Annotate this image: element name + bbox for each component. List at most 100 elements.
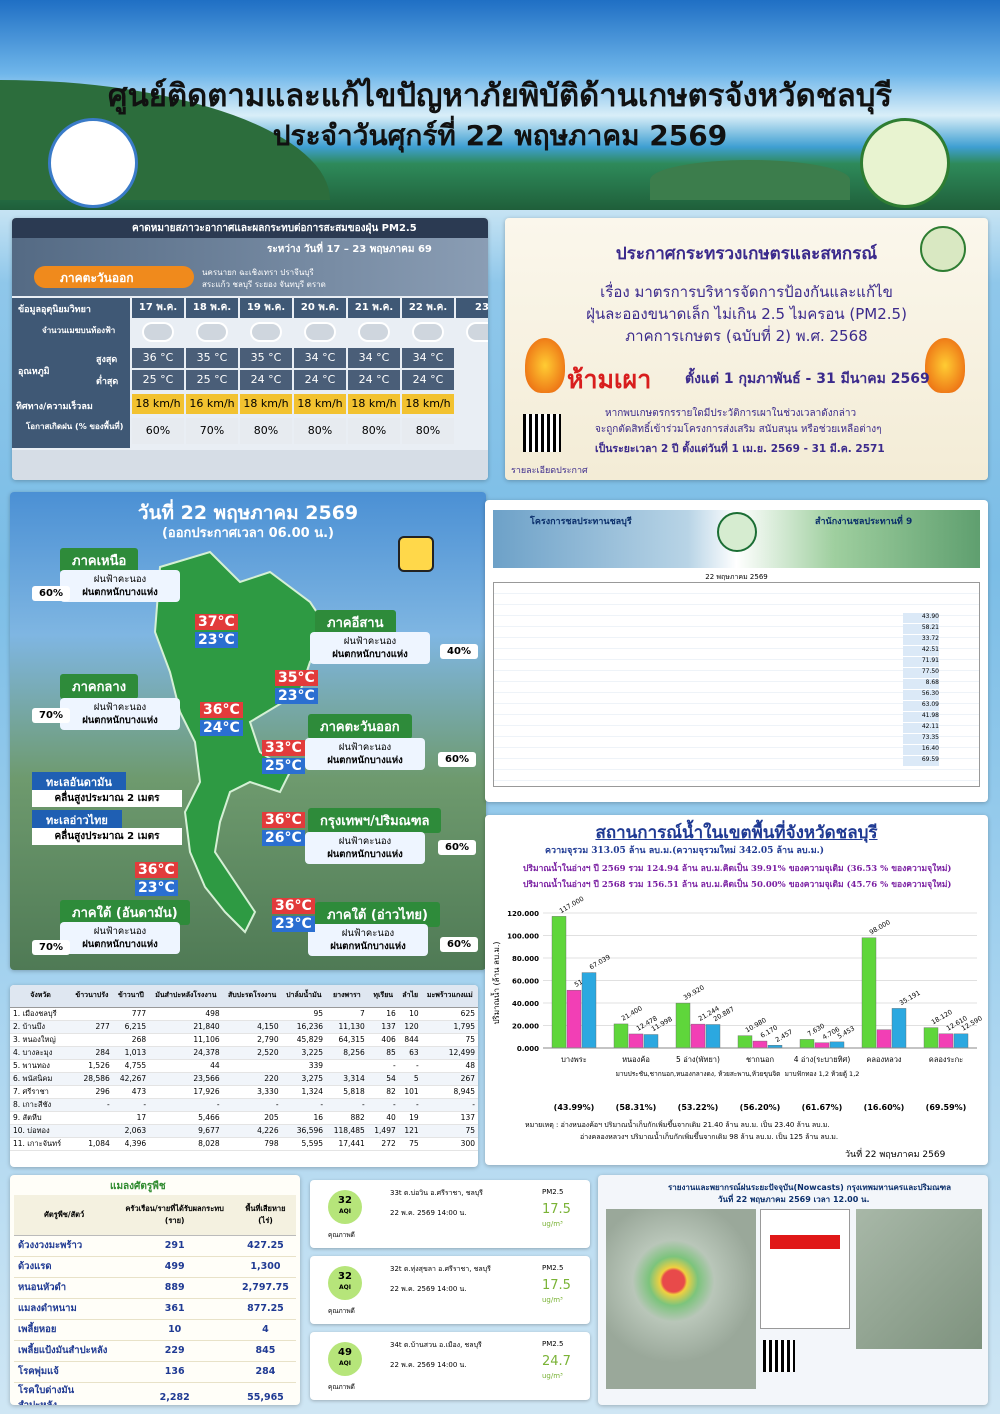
pest-cell: 877.25 xyxy=(234,1298,296,1320)
percent-label: (69.59%) xyxy=(926,1103,967,1112)
percent-label: (58.31%) xyxy=(616,1103,657,1112)
cloud-icon xyxy=(144,324,172,340)
crop-cell: 4. บางละมุง xyxy=(10,1046,72,1060)
air-quality: คุณภาพดี xyxy=(328,1383,355,1391)
min-temp: 25 °C xyxy=(186,370,238,390)
cloud-icon xyxy=(252,324,280,340)
crop-cell: 7. ศรีราชา xyxy=(10,1085,72,1099)
water-line: ปริมาณน้ำในอ่างฯ ปี 2569 รวม 124.94 ล้าน… xyxy=(523,864,952,874)
min-temp: 23°C xyxy=(195,632,238,648)
day-header: 23 xyxy=(456,298,488,318)
pest-row: แมลงดำหนาม 361 877.25 xyxy=(14,1298,296,1320)
crop-cell: 277 xyxy=(71,1020,113,1034)
x-sublabel: มาบประชัน,ชากนอก,หนองกลางดง, ห้วยสะพาน,ห… xyxy=(616,1070,781,1078)
crop-cell: 4,755 xyxy=(112,1059,150,1073)
wind: 18 km/h xyxy=(348,394,400,414)
crop-cell: 8,256 xyxy=(326,1046,368,1060)
crop-cell: 42,267 xyxy=(112,1072,150,1086)
crop-cell: 3,275 xyxy=(281,1072,327,1086)
ban-period: ตั้งแต่ 1 กุมภาพันธ์ - 31 มีนาคม 2569 xyxy=(685,371,930,387)
percent-cell: 8.68 xyxy=(903,679,939,689)
crop-cell: - xyxy=(281,1098,327,1112)
crop-cell: - xyxy=(367,1059,399,1073)
pm-value: 24.7 xyxy=(542,1354,571,1369)
percent-label: (56.20%) xyxy=(740,1103,781,1112)
day-header: 22 พ.ค. xyxy=(402,298,454,318)
bar xyxy=(829,1041,845,1049)
cloud-icon xyxy=(360,324,388,340)
station: 34t ต.บ้านสวน อ.เมือง, ชลบุรี xyxy=(390,1341,482,1349)
pest-row: หนอนหัวดำ 889 2,797.75 xyxy=(14,1277,296,1299)
crop-cell xyxy=(71,1124,113,1138)
y-tick-label: 100.000 xyxy=(507,933,539,941)
region-weather: ฝนฟ้าคะนอง ฝนตกหนักบางแห่ง xyxy=(60,570,180,602)
wind: 18 km/h xyxy=(240,394,292,414)
max-temp: 37°C xyxy=(195,614,238,630)
column-header: ยางพารา xyxy=(326,985,368,1008)
forecast-period: ระหว่าง วันที่ 17 – 23 พฤษภาคม 69 xyxy=(267,244,432,255)
fire-icon xyxy=(925,338,965,393)
max-temp: 36°C xyxy=(200,702,243,718)
water-chart: ปริมาณน้ำ (ล้าน ลบ.ม.) 0.000 20.000 40.000 6… xyxy=(490,895,984,1112)
region-name: ภาคกลาง xyxy=(60,674,139,699)
percent-cell: 58.21 xyxy=(903,624,939,634)
region-weather: ฝนฟ้าคะนอง ฝนตกหนักบางแห่ง xyxy=(305,832,425,864)
row-label: อุณหภูมิ xyxy=(18,367,50,377)
crop-row: 7. ศรีราชา 296 473 17,926 3,330 1,324 5,818 82 1… xyxy=(10,1085,478,1099)
percent-label: (61.67%) xyxy=(802,1103,843,1112)
crop-cell: - xyxy=(71,1098,113,1112)
row-label: ทิศทาง/ความเร็วลม xyxy=(16,402,93,412)
cloud-icon xyxy=(468,324,488,340)
crop-cell: 5,466 xyxy=(149,1111,223,1125)
pest-cell: 499 xyxy=(114,1256,235,1278)
crop-row: 9. สัตหีบ 17 5,466 205 16 882 40 19 137 xyxy=(10,1111,478,1125)
crop-cell: - xyxy=(149,1098,223,1112)
column-header: ศัตรูพืช/สัตว์ xyxy=(14,1195,115,1236)
min-temp: 24 °C xyxy=(294,370,346,390)
reservoir-date: 22 พฤษภาคม 2569 xyxy=(705,573,768,581)
weather-line: ฝนฟ้าคะนอง xyxy=(93,702,147,713)
provinces: สระแก้ว ชลบุรี ระยอง จันทบุรี ตราด xyxy=(202,280,326,289)
header: ศูนย์ติดตามและแก้ไขปัญหาภัยพิบัติด้านเกษ… xyxy=(0,0,1000,210)
percent-cell: 41.98 xyxy=(903,712,939,722)
crop-cell: 19 xyxy=(398,1111,422,1125)
crop-cell: 120 xyxy=(398,1020,422,1034)
max-temp: 34 °C xyxy=(348,348,400,368)
crop-cell: 406 xyxy=(367,1033,399,1047)
y-axis-title: ปริมาณน้ำ (ล้าน ลบ.ม.) xyxy=(490,941,501,1024)
pest-cell: 1,300 xyxy=(234,1256,296,1278)
column-header: ปาล์มน้ำมัน xyxy=(281,985,327,1008)
pm-value: 17.5 xyxy=(542,1278,571,1293)
percent-cell: 63.09 xyxy=(903,701,939,711)
crop-cell xyxy=(71,1007,113,1021)
pest-cell: ด้วงแรด xyxy=(14,1256,115,1278)
pest-cell: 889 xyxy=(114,1277,235,1299)
min-temp: 24 °C xyxy=(240,370,292,390)
provinces: นครนายก ฉะเชิงเทรา ปราจีนบุรี xyxy=(202,268,314,277)
rain-chance: 70% xyxy=(32,708,70,723)
x-tick-label: คลองระกะ xyxy=(929,1055,963,1064)
pest-cell: 136 xyxy=(114,1361,235,1383)
weather-line: ฝนตกหนักบางแห่ง xyxy=(327,849,403,860)
bar xyxy=(690,1023,706,1049)
row-label: โอกาสเกิดฝน (% ของพื้นที่) xyxy=(26,422,124,431)
bar xyxy=(628,1033,644,1049)
y-tick-label: 20.000 xyxy=(512,1023,539,1031)
crop-cell: 2,790 xyxy=(222,1033,282,1047)
crop-cell xyxy=(71,1111,113,1125)
crop-cell: 2. บ้านบึง xyxy=(10,1020,72,1034)
crop-cell: 24,378 xyxy=(149,1046,223,1060)
min-temp: 25°C xyxy=(262,758,305,774)
water-line: ปริมาณน้ำในอ่างฯ ปี 2568 รวม 156.51 ล้าน… xyxy=(523,880,952,890)
qr-code xyxy=(763,1340,795,1372)
header-row: จังหวัด ข้าวนาปรัง ข้าวนาปี มันสำปะหลังโรงง… xyxy=(10,985,478,1008)
day-header: 18 พ.ค. xyxy=(186,298,238,318)
bar xyxy=(799,1039,815,1049)
crop-cell: 8. เกาะสีชัง xyxy=(10,1098,72,1112)
pest-row: โรคใบด่างมันสำปะหลัง 2,282 55,965 xyxy=(14,1382,296,1405)
value-label: 35.191 xyxy=(898,989,922,1007)
forecast-legend xyxy=(12,450,488,480)
crop-row: 5. พานทอง 1,526 4,755 44 339- -48 xyxy=(10,1059,478,1073)
aqi-label: AQI xyxy=(339,1284,351,1291)
weather-line: ฝนตกหนักบางแห่ง xyxy=(82,587,158,598)
